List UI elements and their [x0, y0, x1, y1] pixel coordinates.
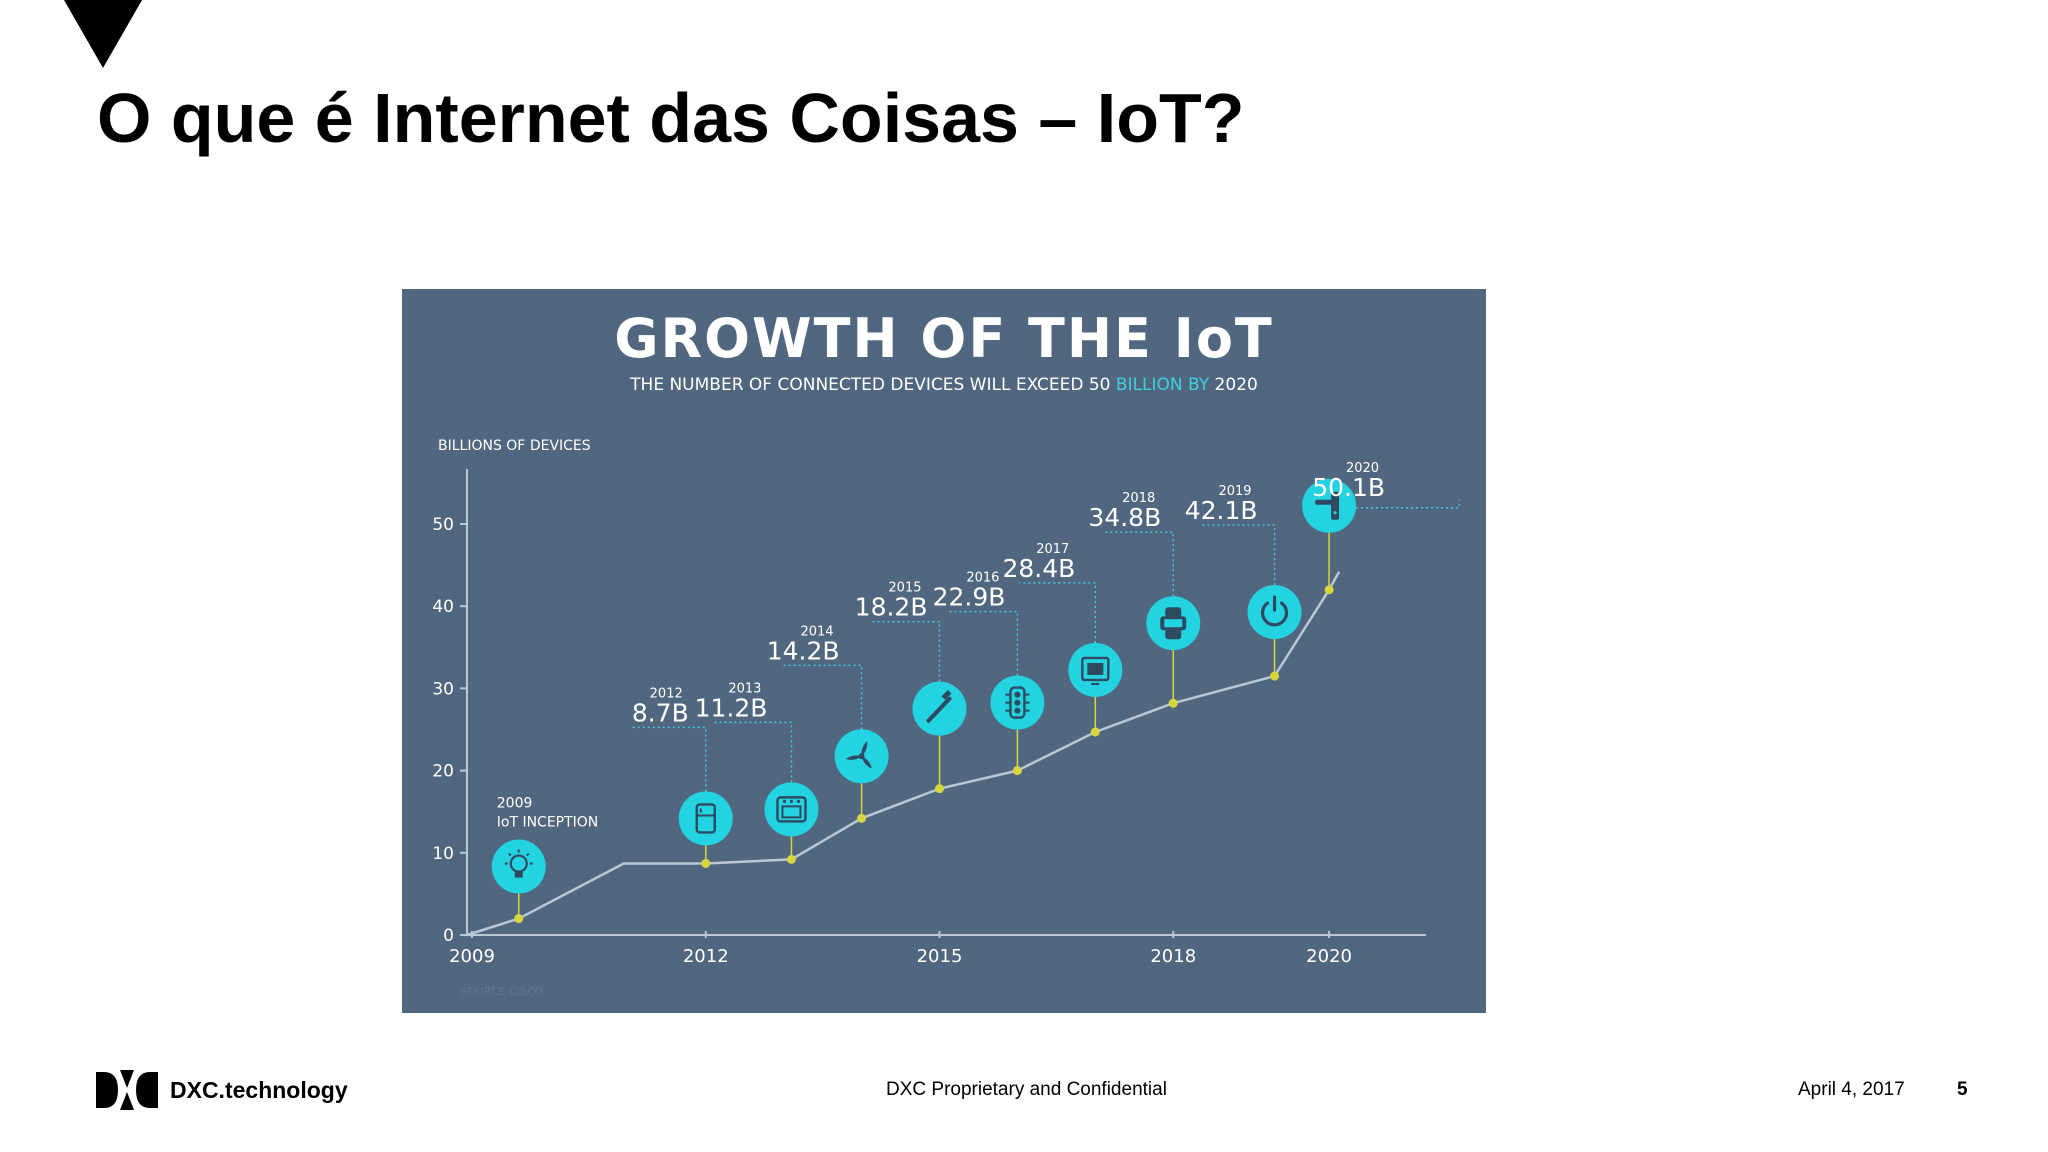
- value-label: 22.9B: [933, 583, 1006, 612]
- toothbrush-icon: [912, 681, 967, 736]
- chart-source: SOURCE CISCO: [460, 985, 544, 998]
- data-point: [1168, 698, 1178, 708]
- door-handle-icon: [1302, 478, 1357, 533]
- value-label: 50.1B: [1312, 473, 1385, 502]
- year-label: 2014: [800, 624, 833, 639]
- y-tick-label: 50: [432, 515, 454, 535]
- value-label: 18.2B: [855, 593, 928, 622]
- year-label: 2018: [1122, 491, 1155, 506]
- year-label: 2013: [728, 681, 761, 696]
- page-number: 5: [1957, 1079, 1968, 1100]
- data-point: [857, 813, 867, 823]
- chart-subtitle-highlight: BILLION BY: [1116, 375, 1210, 395]
- tablet-icon: [1068, 642, 1123, 697]
- y-axis-label: BILLIONS OF DEVICES: [438, 438, 591, 454]
- footer-confidential: DXC Proprietary and Confidential: [886, 1079, 1167, 1100]
- data-point: [1270, 671, 1280, 681]
- chart-subtitle-part: THE NUMBER OF CONNECTED DEVICES WILL EXC…: [629, 375, 1116, 395]
- refrigerator-icon: [678, 791, 733, 846]
- year-label: 2012: [650, 686, 683, 701]
- inception-label: IoT INCEPTION: [497, 815, 599, 831]
- data-point: [1324, 585, 1334, 595]
- x-tick-label: 2012: [683, 946, 729, 967]
- value-label: 8.7B: [632, 698, 689, 727]
- y-tick-label: 10: [432, 844, 454, 864]
- label-connector: [632, 726, 707, 792]
- year-label: 2017: [1036, 542, 1069, 557]
- label-connector: [1201, 524, 1276, 586]
- value-label: 14.2B: [767, 636, 840, 665]
- traffic-light-icon: [990, 675, 1045, 730]
- data-point: [701, 858, 711, 868]
- wind-turbine-icon: [834, 729, 889, 784]
- data-point: [1090, 727, 1100, 737]
- x-tick-label: 2015: [917, 946, 963, 967]
- chart-subtitle-part: 2020: [1209, 375, 1258, 395]
- value-label: 11.2B: [695, 693, 768, 722]
- dxc-logo: DXC.technology: [96, 1068, 348, 1112]
- label-connector: [871, 620, 941, 682]
- x-tick-label: 2009: [449, 946, 495, 967]
- y-tick-label: 0: [443, 926, 454, 946]
- lightbulb-icon: [491, 839, 546, 894]
- value-label: 34.8B: [1088, 503, 1161, 532]
- data-point: [514, 914, 524, 924]
- y-tick-label: 20: [432, 762, 454, 782]
- x-tick-label: 2018: [1150, 946, 1196, 967]
- y-tick-label: 30: [432, 679, 454, 699]
- series-line: [466, 571, 1341, 937]
- chart-subtitle: THE NUMBER OF CONNECTED DEVICES WILL EXC…: [629, 375, 1258, 395]
- slide-title: O que é Internet das Coisas – IoT?: [97, 79, 1245, 157]
- year-label: 2016: [966, 571, 999, 586]
- iot-growth-chart: GROWTH OF THE IoT THE NUMBER OF CONNECTE…: [432, 307, 1460, 998]
- corner-triangle-decoration: [64, 0, 142, 68]
- dxc-logo-mark-icon: [96, 1070, 158, 1110]
- data-point: [935, 784, 944, 794]
- footer-brand: DXC.technology: [170, 1076, 348, 1103]
- year-label: 2019: [1218, 484, 1251, 499]
- value-label: 28.4B: [1003, 554, 1076, 583]
- year-label: 2020: [1346, 461, 1379, 476]
- footer-date: April 4, 2017: [1798, 1079, 1905, 1100]
- power-icon: [1247, 585, 1302, 640]
- iot-growth-infographic: GROWTH OF THE IoT THE NUMBER OF CONNECTE…: [402, 289, 1486, 1013]
- x-tick-label: 2020: [1306, 946, 1352, 967]
- smartwatch-icon: [1146, 596, 1201, 651]
- label-connector: [1019, 582, 1097, 643]
- label-connector: [949, 610, 1019, 676]
- data-point: [786, 854, 796, 864]
- inception-year-label: 2009: [497, 796, 533, 812]
- year-label: 2015: [888, 581, 921, 596]
- label-connector: [783, 664, 863, 730]
- data-point: [1012, 766, 1022, 776]
- label-connector: [711, 721, 793, 783]
- value-label: 42.1B: [1185, 496, 1258, 525]
- y-tick-label: 40: [432, 597, 454, 617]
- label-connector: [1105, 531, 1174, 597]
- oven-icon: [764, 782, 819, 837]
- chart-title: GROWTH OF THE IoT: [614, 307, 1274, 370]
